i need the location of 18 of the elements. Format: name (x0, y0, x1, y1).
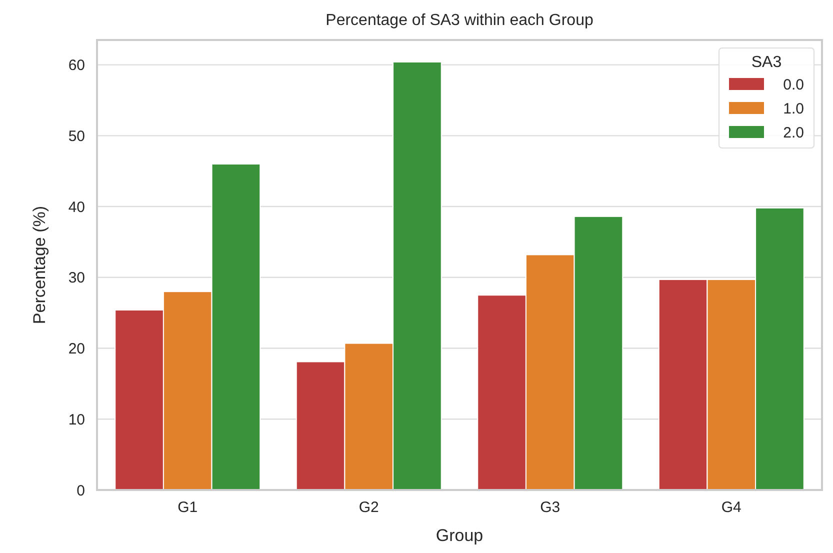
y-tick-label: 30 (68, 270, 85, 287)
x-axis-title: Group (436, 526, 484, 545)
legend-label: 0.0 (783, 76, 804, 94)
legend-label: 1.0 (783, 100, 804, 118)
legend-title: SA3 (751, 54, 782, 71)
chart-title: Percentage of SA3 within each Group (326, 12, 594, 29)
x-tick-label: G1 (178, 499, 198, 516)
x-tick-label: G4 (721, 499, 742, 516)
y-tick-label: 60 (68, 57, 85, 74)
y-tick-label: 10 (68, 411, 85, 428)
x-tick-label: G3 (540, 499, 560, 516)
legend-label: 2.0 (783, 124, 804, 142)
y-axis-title: Percentage (%) (30, 206, 49, 324)
y-tick-label: 40 (68, 198, 85, 216)
y-tick-label: 0 (76, 482, 85, 500)
y-tick-label: 50 (68, 128, 85, 145)
x-tick-label: G2 (358, 499, 379, 516)
y-tick-label: 20 (68, 340, 85, 358)
